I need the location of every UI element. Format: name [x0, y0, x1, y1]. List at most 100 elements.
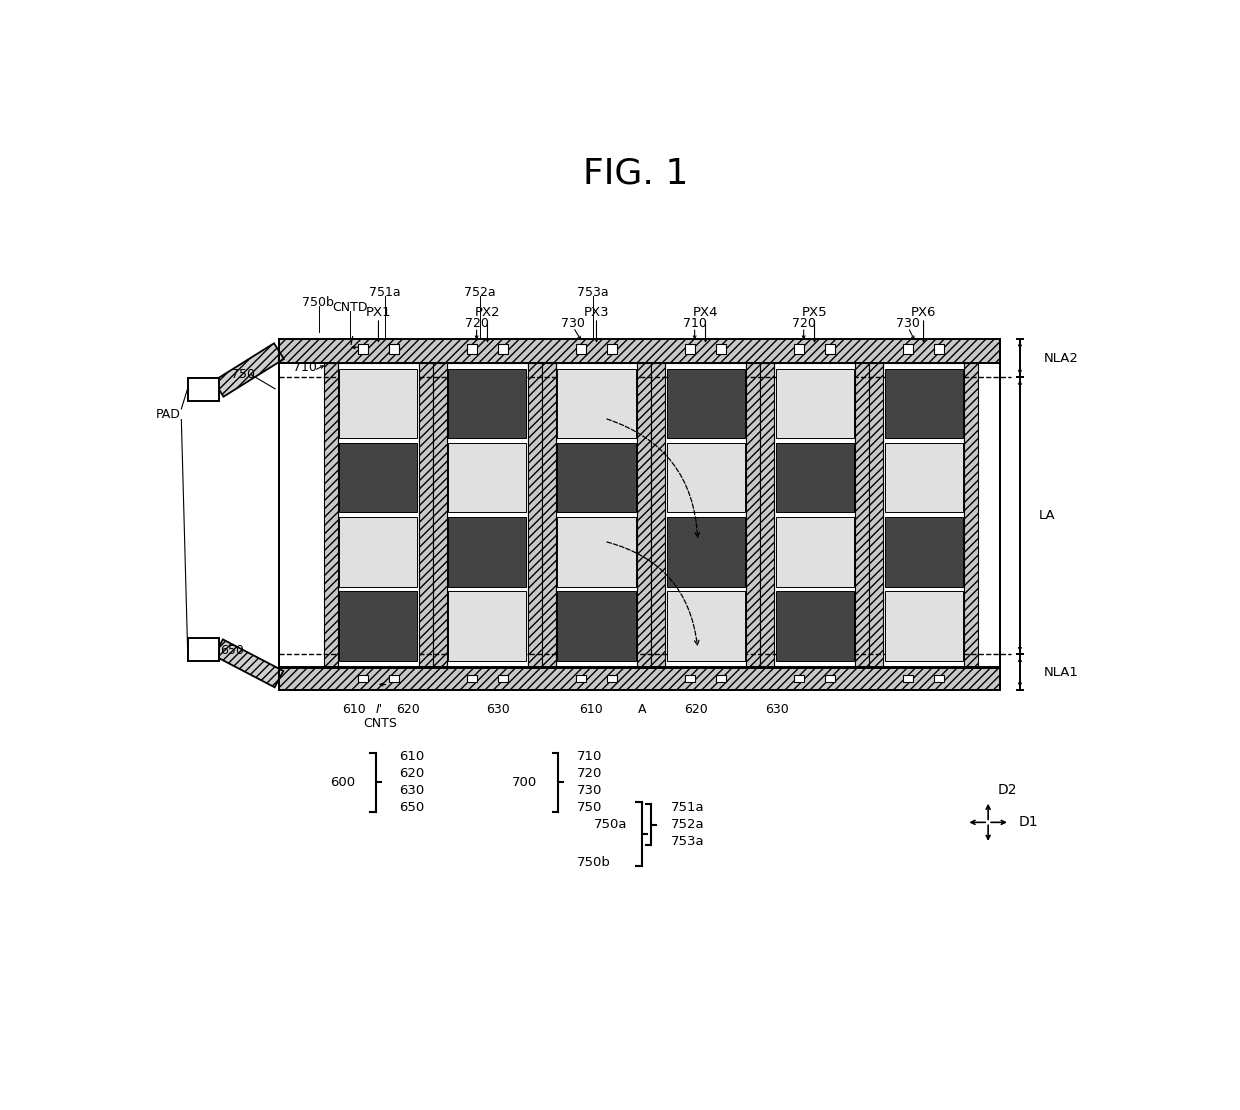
- Bar: [667, 517, 744, 586]
- Bar: [187, 637, 218, 660]
- Bar: [775, 592, 853, 660]
- Bar: [497, 344, 507, 354]
- Text: 630: 630: [486, 703, 510, 716]
- Text: CNTD: CNTD: [332, 301, 368, 314]
- Bar: [869, 363, 883, 667]
- Bar: [883, 363, 965, 667]
- Text: 610: 610: [579, 703, 603, 716]
- Bar: [466, 344, 476, 354]
- Text: 751a: 751a: [368, 286, 401, 299]
- Bar: [449, 517, 527, 586]
- Bar: [825, 675, 835, 683]
- Text: NLA2: NLA2: [1044, 352, 1079, 364]
- Text: PX5: PX5: [802, 306, 827, 319]
- Text: 750: 750: [578, 801, 603, 815]
- Bar: [760, 363, 774, 667]
- Text: PAD: PAD: [156, 407, 181, 421]
- Bar: [934, 344, 944, 354]
- Bar: [794, 344, 804, 354]
- Bar: [558, 369, 635, 438]
- Bar: [279, 339, 999, 363]
- Text: 750b: 750b: [301, 296, 334, 309]
- Text: 630: 630: [399, 785, 424, 797]
- Bar: [884, 443, 962, 513]
- Polygon shape: [215, 639, 283, 687]
- Text: 730: 730: [578, 785, 603, 797]
- Polygon shape: [213, 343, 284, 396]
- Text: 630: 630: [765, 703, 789, 716]
- Bar: [324, 363, 337, 667]
- Text: 610: 610: [342, 703, 366, 716]
- Text: A: A: [637, 703, 646, 716]
- Text: 620: 620: [399, 767, 424, 780]
- Text: 610: 610: [399, 750, 424, 764]
- Bar: [667, 369, 744, 438]
- Bar: [575, 344, 585, 354]
- Text: 750: 750: [231, 367, 254, 381]
- Bar: [187, 379, 218, 401]
- FancyArrowPatch shape: [606, 418, 699, 537]
- Bar: [903, 344, 913, 354]
- Text: PX6: PX6: [911, 306, 936, 319]
- Bar: [684, 344, 694, 354]
- Bar: [884, 592, 962, 660]
- Bar: [279, 363, 999, 667]
- Bar: [558, 592, 635, 660]
- Bar: [825, 344, 835, 354]
- Text: 753a: 753a: [671, 835, 704, 848]
- Text: 710: 710: [683, 316, 707, 330]
- Text: 720: 720: [465, 316, 489, 330]
- Text: D2: D2: [997, 783, 1017, 797]
- Bar: [715, 344, 725, 354]
- Bar: [775, 517, 853, 586]
- Bar: [651, 363, 665, 667]
- Text: 650: 650: [221, 644, 244, 657]
- Bar: [965, 363, 978, 667]
- Bar: [340, 592, 418, 660]
- Bar: [667, 443, 744, 513]
- Bar: [684, 675, 694, 683]
- Bar: [606, 675, 616, 683]
- Text: PX1: PX1: [366, 306, 392, 319]
- Text: 620: 620: [397, 703, 420, 716]
- Text: PX3: PX3: [584, 306, 609, 319]
- Text: I: I: [350, 335, 353, 349]
- Bar: [667, 592, 744, 660]
- Text: 710: 710: [578, 750, 603, 764]
- Text: CNTS: CNTS: [363, 717, 397, 729]
- Bar: [665, 363, 746, 667]
- Bar: [357, 344, 367, 354]
- Text: 700: 700: [512, 776, 537, 789]
- Text: PX4: PX4: [693, 306, 718, 319]
- Bar: [340, 517, 418, 586]
- Bar: [449, 369, 527, 438]
- Bar: [340, 369, 418, 438]
- Text: 750a: 750a: [594, 818, 627, 831]
- Bar: [884, 369, 962, 438]
- Bar: [419, 363, 433, 667]
- Text: 650: 650: [399, 801, 424, 815]
- Bar: [558, 517, 635, 586]
- Text: FIG. 1: FIG. 1: [583, 157, 688, 190]
- Bar: [446, 363, 528, 667]
- Bar: [337, 363, 419, 667]
- Bar: [715, 675, 725, 683]
- Bar: [497, 675, 507, 683]
- Bar: [903, 675, 913, 683]
- Bar: [775, 369, 853, 438]
- Text: 753a: 753a: [577, 286, 609, 299]
- Text: 720: 720: [578, 767, 603, 780]
- Bar: [388, 344, 398, 354]
- Bar: [637, 363, 651, 667]
- Text: LA: LA: [1039, 509, 1055, 523]
- Text: 752a: 752a: [464, 286, 496, 299]
- Bar: [556, 363, 637, 667]
- Bar: [449, 443, 527, 513]
- Text: 730: 730: [897, 316, 920, 330]
- FancyArrowPatch shape: [606, 542, 699, 645]
- Text: NLA1: NLA1: [1044, 666, 1079, 678]
- Text: 710: 710: [293, 361, 316, 374]
- Text: I': I': [376, 703, 382, 716]
- Bar: [856, 363, 869, 667]
- Bar: [934, 675, 944, 683]
